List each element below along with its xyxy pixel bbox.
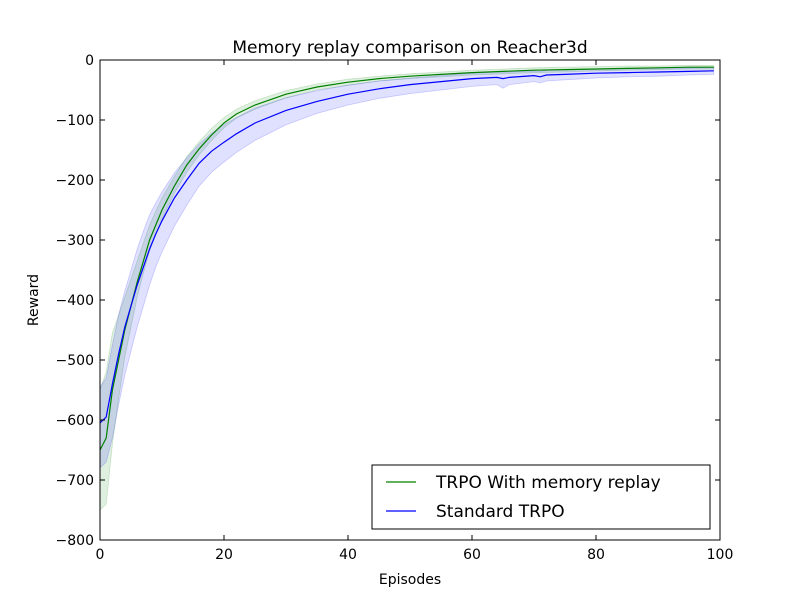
y-axis: 0 −100 −200 −300 −400 −500 −600 −700 −800: [56, 53, 720, 549]
x-axis-label: Episodes: [379, 572, 441, 588]
y-tick-label: −600: [56, 413, 94, 429]
x-tick-label: 20: [215, 547, 233, 563]
y-tick-label: 0: [85, 53, 94, 69]
legend-label-standard-trpo: Standard TRPO: [436, 502, 565, 522]
legend-box: [371, 464, 711, 530]
band-memory-replay: [100, 65, 715, 511]
y-tick-label: −500: [56, 353, 94, 369]
x-axis: 0 20 40 60 80 100: [96, 60, 734, 563]
y-tick-label: −400: [56, 293, 94, 309]
legend-label-memory-replay: TRPO With memory replay: [435, 473, 661, 493]
x-tick-label: 80: [587, 547, 605, 563]
x-tick-label: 40: [339, 547, 357, 563]
band-standard-trpo: [100, 66, 715, 469]
y-tick-label: −100: [56, 113, 94, 129]
x-tick-label: 100: [707, 547, 734, 563]
y-tick-label: −700: [56, 473, 94, 489]
y-tick-label: −800: [56, 533, 94, 549]
series-lines: [100, 66, 714, 451]
x-tick-label: 60: [463, 547, 481, 563]
legend: TRPO With memory replay Standard TRPO: [371, 464, 711, 530]
line-standard-trpo: [100, 70, 714, 424]
y-tick-label: −200: [56, 173, 94, 189]
chart-title: Memory replay comparison on Reacher3d: [232, 38, 587, 58]
y-axis-label: Reward: [26, 274, 42, 326]
confidence-bands: [100, 65, 715, 511]
x-tick-label: 0: [96, 547, 105, 563]
y-tick-label: −300: [56, 233, 94, 249]
